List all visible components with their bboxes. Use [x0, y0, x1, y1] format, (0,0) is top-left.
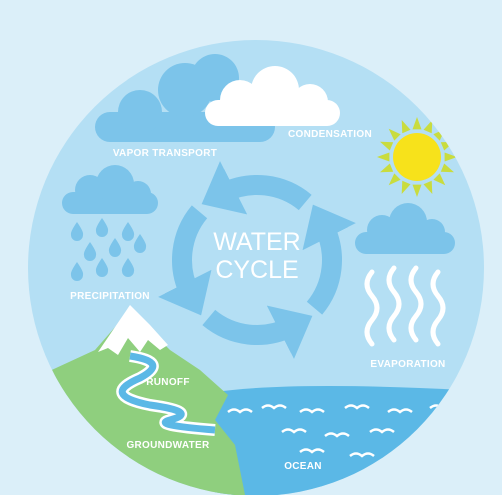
label: EVAPORATION [370, 359, 445, 370]
label: RUNOFF [146, 377, 189, 388]
title-line: WATER [213, 228, 301, 256]
water-cycle-diagram: WATER CYCLE VAPOR TRANSPORT CONDENSATION… [0, 0, 502, 495]
title-line: CYCLE [215, 256, 298, 284]
label: CONDENSATION [288, 129, 372, 140]
label: VAPOR TRANSPORT [113, 148, 217, 159]
label: GROUNDWATER [126, 440, 210, 451]
page: WATER CYCLE VAPOR TRANSPORT CONDENSATION… [0, 0, 502, 495]
label: OCEAN [284, 461, 322, 472]
label: PRECIPITATION [70, 291, 150, 302]
